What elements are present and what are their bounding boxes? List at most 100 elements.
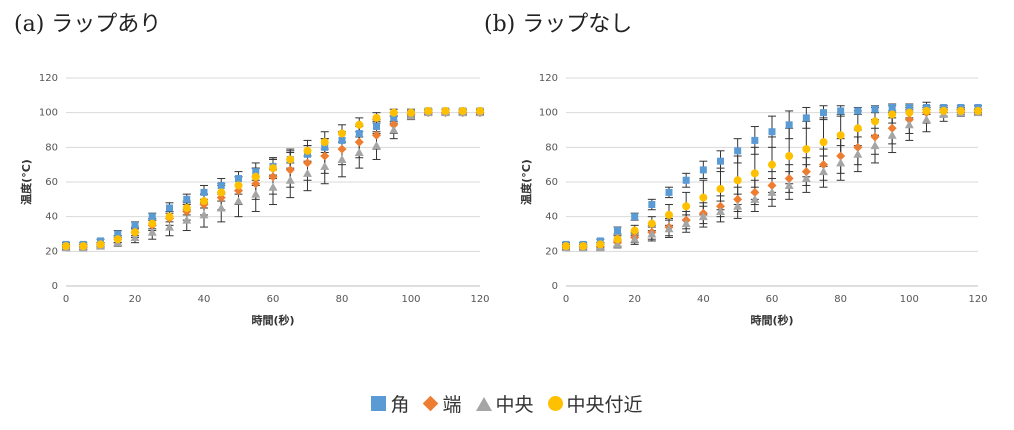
data-point-chuou: [870, 141, 880, 150]
data-point-hashi: [904, 115, 914, 125]
data-point-chuoufukin: [407, 108, 415, 117]
data-point-kaku: [252, 168, 260, 176]
x-tick-label: 100: [401, 294, 420, 305]
data-point-hashi: [234, 186, 243, 196]
data-point-hashi: [337, 144, 347, 154]
data-point-chuou: [389, 125, 399, 134]
data-point-kaku: [631, 213, 639, 221]
data-point-chuoufukin: [131, 228, 139, 237]
data-point-kaku: [148, 213, 156, 221]
data-point-chuou: [784, 180, 794, 189]
data-point-chuou: [303, 168, 312, 177]
data-point-kaku: [235, 175, 242, 183]
data-point-kaku: [699, 166, 707, 174]
data-point-chuoufukin: [665, 210, 673, 219]
data-point-chuou: [165, 222, 174, 231]
data-point-kaku: [390, 114, 398, 122]
data-point-kaku: [114, 230, 122, 238]
data-point-hashi: [372, 130, 381, 140]
data-point-hashi: [870, 132, 880, 142]
y-tick-label: 20: [545, 246, 558, 257]
y-axis-label: 温度(°C): [519, 159, 533, 205]
y-tick-label: 100: [539, 108, 558, 119]
data-point-hashi: [285, 165, 295, 175]
data-point-chuoufukin: [819, 138, 828, 147]
data-point-chuoufukin: [939, 106, 948, 115]
diamond-marker-icon: [423, 395, 439, 412]
data-point-chuoufukin: [113, 235, 122, 244]
data-point-kaku: [166, 204, 173, 212]
data-point-hashi: [268, 172, 278, 182]
y-tick-label: 60: [545, 177, 558, 188]
data-point-chuou: [234, 196, 243, 205]
data-point-chuoufukin: [182, 204, 191, 212]
data-point-chuoufukin: [217, 188, 226, 197]
data-point-chuou: [922, 115, 931, 124]
data-point-chuoufukin: [853, 124, 862, 133]
legend: 角 端 中央 中央付近: [0, 390, 1014, 417]
data-point-chuoufukin: [338, 129, 346, 138]
x-tick-label: 80: [336, 294, 349, 305]
data-point-chuou: [285, 175, 295, 184]
data-point-kaku: [131, 221, 139, 229]
data-point-kaku: [751, 136, 759, 144]
data-point-chuou: [750, 194, 760, 203]
data-point-hashi: [320, 151, 330, 161]
data-point-chuoufukin: [682, 202, 691, 211]
data-point-chuou: [372, 141, 381, 150]
legend-label-chuoufukin: 中央付近: [566, 394, 643, 416]
data-point-chuou: [887, 130, 897, 139]
data-point-chuoufukin: [922, 106, 931, 115]
y-tick-label: 40: [545, 212, 558, 223]
data-point-hashi: [733, 194, 743, 204]
data-point-kaku: [321, 143, 329, 151]
data-point-chuoufukin: [905, 108, 914, 117]
data-point-chuoufukin: [476, 106, 484, 115]
data-point-chuou: [354, 148, 364, 157]
data-point-kaku: [614, 227, 621, 235]
data-point-kaku: [820, 109, 827, 117]
y-tick-label: 60: [45, 177, 58, 188]
x-tick-label: 60: [267, 294, 280, 305]
data-point-chuoufukin: [956, 106, 965, 115]
data-point-chuou: [681, 219, 691, 228]
data-point-hashi: [251, 179, 261, 189]
legend-item-chuoufukin: 中央付近: [547, 390, 643, 417]
data-point-chuoufukin: [62, 242, 70, 251]
data-point-hashi: [887, 123, 897, 133]
legend-label-chuou: 中央: [495, 394, 534, 416]
data-point-kaku: [373, 123, 380, 131]
data-point-kaku: [200, 188, 208, 196]
data-point-hashi: [784, 174, 794, 184]
data-point-chuoufukin: [802, 145, 811, 154]
x-tick-label: 40: [697, 294, 710, 305]
data-point-chuoufukin: [303, 146, 312, 155]
x-tick-label: 20: [129, 294, 142, 305]
data-point-chuoufukin: [286, 155, 295, 164]
square-marker-icon: [371, 396, 387, 411]
y-tick-label: 80: [545, 142, 558, 153]
legend-item-hashi: 端: [423, 390, 462, 417]
data-point-kaku: [217, 181, 225, 189]
data-point-chuou: [251, 189, 261, 198]
data-point-hashi: [836, 151, 846, 161]
data-point-chuou: [698, 212, 708, 221]
data-point-kaku: [854, 107, 862, 115]
data-point-chuou: [904, 120, 914, 129]
data-point-kaku: [717, 157, 724, 165]
data-point-chuou: [767, 187, 777, 196]
data-point-chuou: [268, 182, 278, 191]
y-tick-label: 20: [45, 246, 58, 257]
data-point-chuoufukin: [355, 120, 364, 129]
data-point-kaku: [905, 103, 913, 111]
data-point-chuou: [664, 224, 674, 233]
legend-item-chuou: 中央: [475, 390, 534, 417]
panel-a-title: (a) ラップあり: [14, 12, 162, 37]
data-point-chuoufukin: [699, 193, 708, 202]
data-point-chuou: [182, 215, 192, 224]
data-point-kaku: [338, 136, 346, 144]
data-point-chuou: [630, 234, 640, 243]
data-point-chuoufukin: [234, 181, 243, 190]
x-tick-label: 0: [63, 294, 69, 305]
data-point-chuou: [337, 154, 347, 163]
